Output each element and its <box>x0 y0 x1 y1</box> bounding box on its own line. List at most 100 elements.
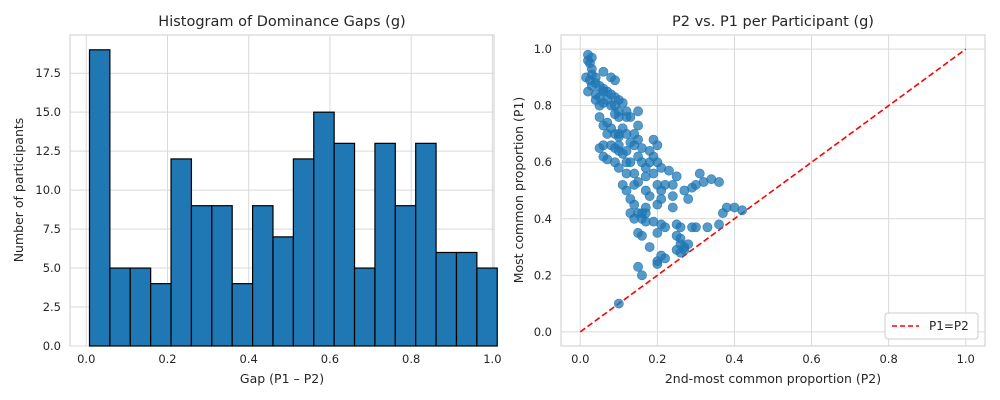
scatter-x-tick-label: 0.0 <box>571 352 589 366</box>
scatter-point <box>633 106 643 117</box>
scatter-point <box>644 242 655 252</box>
histogram-bar <box>129 267 152 347</box>
histogram-bars <box>88 49 498 347</box>
scatter-point <box>598 66 609 77</box>
scatter-point <box>667 191 678 202</box>
scatter-x-tick-label: 0.2 <box>648 352 666 366</box>
scatter-point <box>621 146 632 156</box>
scatter-points <box>581 49 748 309</box>
scatter-point <box>637 230 647 241</box>
scatter-point <box>694 168 705 179</box>
scatter-point <box>613 298 624 309</box>
histogram-y-tick-label: 0.0 <box>43 339 61 353</box>
histogram-y-tick-label: 7.5 <box>43 222 61 236</box>
legend-box <box>884 312 979 340</box>
scatter-y-ticks: 0.0 0.2 0.4 0.6 0.8 1.0 <box>534 42 552 339</box>
histogram-y-tick-label: 5.0 <box>43 261 61 275</box>
histogram-chart: 0.0 0.2 0.4 0.6 0.8 1.0 0.0 2.5 5.0 7.5 10.0 12.5 1… <box>11 14 502 386</box>
scatter-y-tick-label: 0.0 <box>534 325 552 339</box>
scatter-point <box>633 120 643 131</box>
scatter-x-label: 2nd-most common proportion (P2) <box>665 371 881 386</box>
histogram-x-tick-label: 0.8 <box>402 352 420 366</box>
scatter-point <box>629 199 640 210</box>
scatter-point <box>737 205 748 216</box>
scatter-point <box>621 185 632 196</box>
scatter-x-tick-label: 0.6 <box>802 352 820 366</box>
histogram-x-tick-label: 0.4 <box>240 352 258 366</box>
scatter-point <box>594 112 605 122</box>
scatter-point <box>644 191 655 202</box>
histogram-bar <box>435 251 458 347</box>
scatter-legend: P1=P2 <box>884 312 979 340</box>
scatter-point <box>617 97 628 108</box>
scatter-y-tick-label: 1.0 <box>534 42 552 56</box>
scatter-point <box>714 177 724 187</box>
histogram-bar <box>455 251 478 347</box>
histogram-y-tick-label: 15.0 <box>35 105 61 119</box>
histogram-x-tick-label: 0.0 <box>77 352 95 366</box>
histogram-bar <box>353 267 376 347</box>
histogram-bar <box>374 142 396 347</box>
scatter-point <box>702 222 713 233</box>
histogram-bar <box>170 158 193 347</box>
scatter-point <box>610 75 620 86</box>
scatter-point <box>664 165 674 176</box>
scatter-point <box>679 244 690 255</box>
scatter-x-tick-label: 0.8 <box>879 352 897 366</box>
histogram-bar <box>109 267 131 347</box>
scatter-point <box>637 270 647 281</box>
histogram-bar <box>415 142 437 347</box>
scatter-y-label: Most common proportion (P1) <box>511 97 526 284</box>
scatter-x-tick-label: 0.4 <box>725 352 743 366</box>
scatter-point <box>652 259 663 269</box>
scatter-point <box>652 228 663 238</box>
histogram-bar <box>313 111 335 347</box>
histogram-x-tick-label: 0.6 <box>321 352 339 366</box>
histogram-y-tick-label: 17.5 <box>35 66 61 80</box>
scatter-point <box>671 171 682 182</box>
scatter-point <box>629 179 640 190</box>
scatter-point <box>667 179 678 190</box>
histogram-x-tick-label: 0.2 <box>158 352 176 366</box>
scatter-point <box>633 134 643 145</box>
histogram-y-ticks: 0.0 2.5 5.0 7.5 10.0 12.5 15.0 17.5 <box>35 66 61 353</box>
scatter-point <box>652 140 663 151</box>
histogram-y-tick-label: 2.5 <box>43 300 61 314</box>
scatter-point <box>602 129 613 139</box>
scatter-point <box>648 168 659 179</box>
scatter-reference-line <box>579 48 967 333</box>
histogram-title: Histogram of Dominance Gaps (g) <box>158 14 405 30</box>
histogram-bar <box>394 205 417 347</box>
scatter-point <box>683 194 694 204</box>
scatter-point <box>613 162 624 173</box>
scatter-point <box>667 202 678 213</box>
scatter-point <box>598 120 609 131</box>
scatter-y-tick-label: 0.4 <box>534 212 552 226</box>
histogram-x-ticks: 0.0 0.2 0.4 0.6 0.8 1.0 <box>77 352 501 366</box>
histogram-bar <box>150 283 172 347</box>
histogram-bar <box>211 205 233 347</box>
p1-equals-p2-line <box>579 48 967 333</box>
scatter-point <box>652 199 663 210</box>
scatter-point <box>621 112 632 122</box>
scatter-point <box>675 222 686 233</box>
histogram-x-label: Gap (P1 – P2) <box>240 371 324 386</box>
histogram-y-tick-label: 12.5 <box>35 144 61 158</box>
scatter-chart: 0.0 0.2 0.4 0.6 0.8 1.0 0.0 0.2 0.4 0.6 0.8 1.0 P2… <box>511 14 986 386</box>
histogram-y-tick-label: 10.0 <box>35 183 61 197</box>
scatter-title: P2 vs. P1 per Participant (g) <box>672 14 874 30</box>
scatter-point <box>613 131 624 142</box>
histogram-bar <box>476 267 498 347</box>
histogram-bar <box>231 283 254 347</box>
scatter-point <box>625 157 636 168</box>
scatter-point <box>660 222 670 233</box>
histogram-x-tick-label: 1.0 <box>483 352 501 366</box>
histogram-bar <box>190 205 213 347</box>
scatter-point <box>633 261 643 272</box>
histogram-bar <box>88 49 111 347</box>
histogram-y-label: Number of participants <box>11 118 26 263</box>
scatter-y-tick-label: 0.8 <box>534 99 552 113</box>
histogram-bar <box>333 142 356 347</box>
scatter-point <box>594 143 605 153</box>
